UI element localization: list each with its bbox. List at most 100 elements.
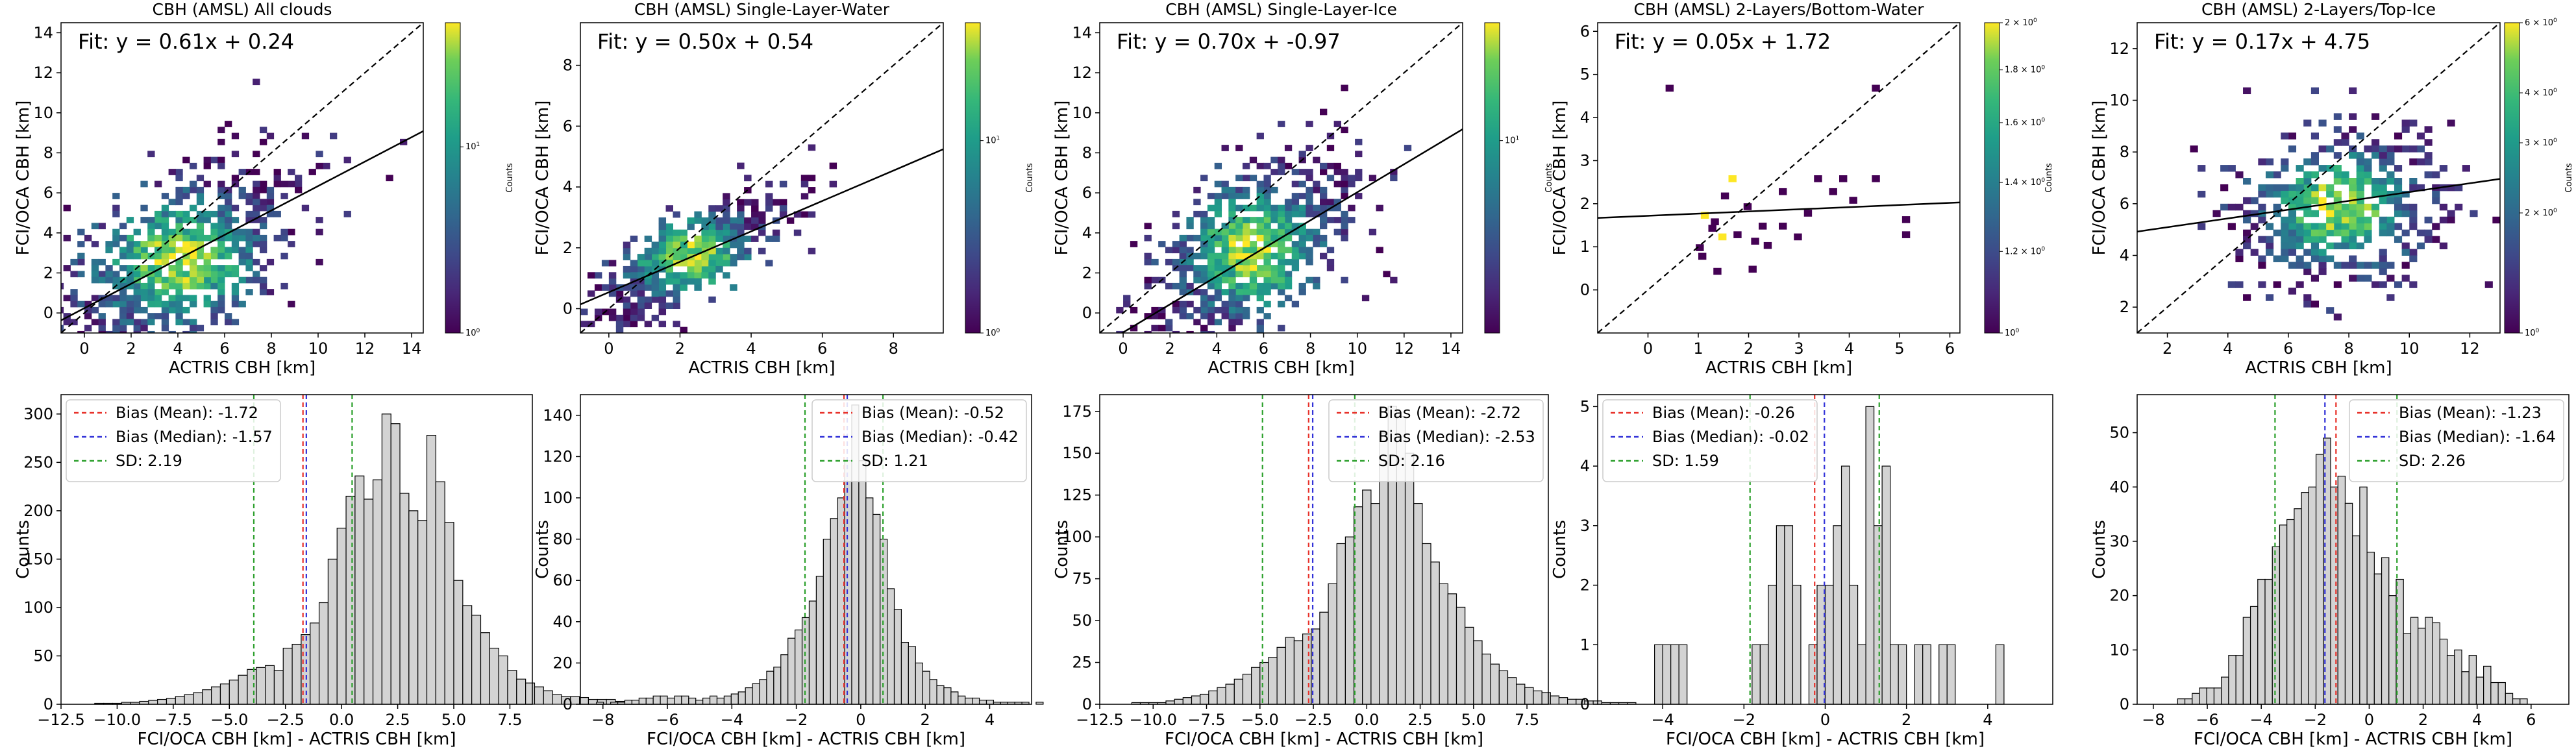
histogram-bar (435, 481, 445, 705)
y-tick-label: 0 (1580, 281, 1590, 299)
heatmap-cell (1207, 319, 1215, 326)
heatmap-cell (1228, 265, 1236, 271)
heatmap-cell (210, 313, 218, 319)
heatmap-cell (196, 271, 204, 278)
heatmap-cell (751, 223, 759, 230)
heatmap-cell (196, 234, 204, 241)
heatmap-cell (1320, 186, 1328, 193)
heatmap-cell (260, 277, 267, 284)
heatmap-cell (694, 260, 702, 267)
plot-frame (60, 394, 533, 705)
heatmap-cell (245, 241, 253, 247)
histogram-bar (1824, 584, 1834, 705)
heatmap-cell (2258, 262, 2266, 269)
heatmap-cell (2364, 203, 2372, 211)
histogram-bar (327, 558, 338, 705)
x-tick-label: −2 (1733, 711, 1755, 729)
x-tick-label: 0 (1643, 339, 1653, 358)
x-tick-label: −5.0 (210, 711, 248, 729)
histogram-bar (929, 679, 937, 705)
heatmap-cell (61, 306, 64, 314)
heatmap-cell (730, 254, 737, 261)
heatmap-cell (2288, 203, 2297, 211)
panel-title: CBH (AMSL) 2-Layers/Top-Ice (2201, 0, 2436, 19)
heatmap-cell (1278, 265, 1285, 271)
heatmap-cell (1179, 252, 1187, 260)
histogram-bar (943, 687, 952, 705)
heatmap-cell (730, 260, 737, 267)
heatmap-cell (119, 265, 127, 271)
heatmap-cell (98, 319, 106, 326)
heatmap-cell (658, 236, 667, 242)
heatmap-cell (168, 271, 176, 278)
y-tick-label: 4 (1580, 457, 1590, 475)
heatmap-cell (623, 308, 631, 315)
heatmap-cell (1341, 84, 1348, 92)
heatmap-cell (2356, 190, 2364, 198)
heatmap-cell (280, 234, 288, 241)
heatmap-cell (112, 301, 120, 308)
heatmap-cell (231, 295, 240, 302)
histogram-bar (1670, 644, 1679, 705)
heatmap-cell (1242, 282, 1250, 289)
heatmap-cell (694, 265, 702, 273)
fit-line (1121, 128, 1463, 333)
y-axis-label: Counts (1052, 520, 1072, 579)
heatmap-cell (751, 236, 759, 242)
heatmap-cell (1278, 271, 1285, 278)
heatmap-cell (35, 343, 42, 349)
heatmap-cell (2235, 249, 2244, 256)
heatmap-cell (175, 282, 183, 289)
x-axis-label: ACTRIS CBH [km] (169, 358, 316, 378)
heatmap-cell (737, 162, 745, 169)
heatmap-cell (217, 306, 225, 314)
heatmap-cell (225, 265, 232, 271)
legend-box (811, 399, 1027, 482)
heatmap-cell (2401, 242, 2410, 250)
heatmap-cell (112, 234, 120, 241)
heatmap-cell (1348, 180, 1356, 188)
heatmap-cell (2394, 184, 2403, 191)
heatmap-cell (1284, 277, 1293, 284)
heatmap-cell (1291, 241, 1300, 247)
histogram-bar (773, 667, 782, 705)
fit-equation: Fit: y = 0.17x + 4.75 (2154, 29, 2370, 54)
y-tick-label: 6 (43, 184, 53, 202)
heatmap-cell (190, 258, 197, 265)
heatmap-cell (1263, 271, 1271, 278)
y-tick-label: 2 (1580, 195, 1590, 213)
histogram-bar (2418, 628, 2426, 705)
y-tick-label: 8 (2120, 143, 2129, 161)
heatmap-cell (1278, 223, 1285, 230)
heatmap-cell (210, 319, 218, 326)
histogram-bar (453, 580, 464, 705)
y-tick-label: 140 (543, 406, 573, 425)
histogram-bar (364, 499, 374, 705)
heatmap-cell (162, 355, 169, 362)
histogram-bar (399, 493, 410, 705)
heatmap-cell (2409, 178, 2418, 185)
heatmap-cell (1214, 180, 1222, 188)
heatmap-cell (2401, 249, 2410, 256)
heatmap-cell (1207, 282, 1215, 289)
colorbar-label: Counts (2044, 163, 2054, 193)
heatmap-cell (658, 217, 667, 224)
heatmap-cell (715, 223, 723, 230)
heatmap-cell (744, 199, 752, 206)
heatmap-cell (644, 247, 652, 254)
heatmap-cell (119, 252, 127, 260)
x-tick-label: 6 (2526, 711, 2536, 729)
heatmap-cell (84, 325, 92, 332)
heatmap-cell (1235, 228, 1243, 236)
heatmap-cell (2303, 190, 2312, 198)
heatmap-cell (1263, 193, 1271, 199)
panel-title: CBH (AMSL) 2-Layers/Bottom-Water (1634, 0, 1925, 19)
heatmap-cell (105, 330, 113, 333)
histogram-bar (1422, 543, 1431, 705)
heatmap-cell (2379, 152, 2387, 159)
heatmap-cell (238, 228, 246, 236)
heatmap-cell (190, 271, 197, 278)
heatmap-cell (231, 204, 240, 212)
heatmap-cell (723, 236, 730, 242)
heatmap-cell (608, 314, 617, 321)
